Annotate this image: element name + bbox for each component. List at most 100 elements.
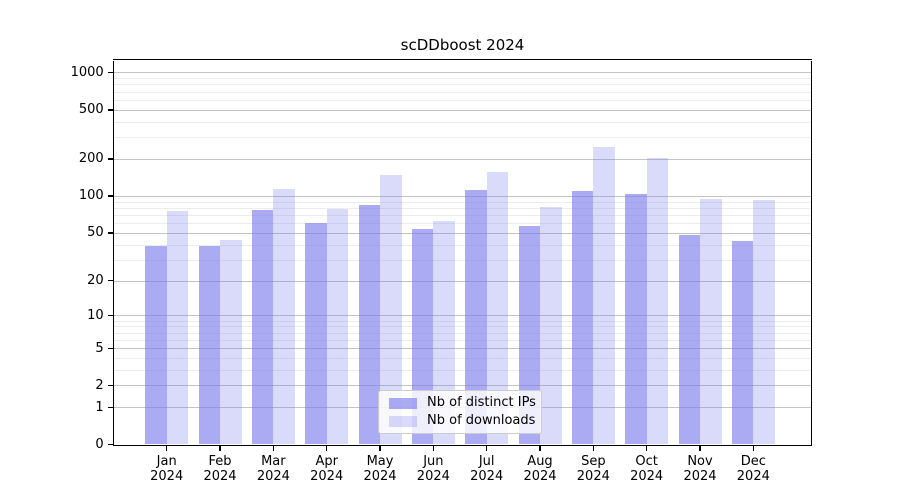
y-tick-label: 0: [95, 437, 104, 452]
x-tick-label: Jan 2024: [150, 453, 184, 484]
y-tick-label: 2: [95, 377, 104, 393]
x-tick-mark: [592, 445, 595, 451]
major-gridline: [114, 348, 811, 349]
x-tick-mark: [379, 445, 381, 451]
bar-distinct-ips: [465, 189, 487, 445]
x-tick-label: Aug 2024: [523, 453, 557, 484]
minor-gridline: [114, 78, 811, 80]
bar-downloads: [220, 239, 242, 445]
y-tick-label: 5: [95, 340, 104, 356]
major-gridline: [114, 195, 811, 197]
bar-distinct-ips: [571, 190, 594, 445]
x-tick-label: Feb 2024: [203, 453, 237, 484]
x-tick-mark: [326, 445, 328, 451]
bar-downloads: [166, 210, 189, 445]
x-tick-label: Oct 2024: [630, 453, 664, 484]
y-tick-mark: [107, 158, 113, 160]
minor-gridline: [114, 214, 811, 216]
bar-downloads: [273, 188, 295, 445]
y-tick-mark: [107, 232, 113, 234]
bar-distinct-ips: [625, 194, 647, 445]
bar-distinct-ips: [198, 245, 221, 445]
x-tick-label: Jun 2024: [416, 453, 450, 484]
minor-gridline: [114, 259, 811, 261]
legend-swatch-downloads-icon: [389, 415, 417, 427]
minor-gridline: [114, 339, 811, 341]
minor-gridline: [114, 357, 811, 359]
bar-downloads: [753, 200, 775, 445]
bar-downloads: [326, 208, 349, 445]
minor-gridline: [114, 201, 811, 203]
bar-distinct-ips: [145, 245, 167, 445]
minor-gridline: [114, 369, 811, 371]
bar-downloads: [700, 199, 722, 445]
minor-gridline: [114, 207, 811, 209]
y-tick-label: 1: [95, 399, 104, 415]
y-tick-label: 100: [78, 188, 104, 204]
legend-label-downloads: Nb of downloads: [427, 413, 536, 428]
x-tick-label: Sep 2024: [576, 453, 610, 484]
bar-distinct-ips: [678, 234, 700, 445]
y-tick-mark: [107, 280, 113, 282]
x-tick-label: Mar 2024: [256, 453, 290, 484]
y-tick-mark: [107, 406, 113, 408]
right-spine: [811, 60, 813, 446]
major-gridline: [114, 385, 811, 387]
bar-distinct-ips: [358, 205, 381, 445]
legend-label-distinct-ips: Nb of distinct IPs: [427, 395, 536, 410]
chart-title: scDDboost 2024: [400, 36, 525, 54]
major-gridline: [114, 280, 811, 282]
major-gridline: [114, 232, 811, 234]
legend-swatch-distinct-ips-icon: [389, 397, 417, 409]
minor-gridline: [114, 332, 811, 334]
top-spine: [112, 59, 813, 61]
y-tick-label: 200: [78, 151, 104, 167]
x-tick-mark: [166, 445, 168, 451]
bar-distinct-ips: [305, 223, 327, 445]
bottom-spine: [112, 444, 813, 446]
y-tick-label: 20: [87, 273, 104, 289]
x-tick-mark: [539, 445, 541, 451]
legend-item-downloads: Nb of downloads: [379, 414, 541, 428]
y-tick-mark: [107, 444, 113, 446]
minor-gridline: [114, 223, 811, 225]
bar-distinct-ips: [411, 228, 434, 445]
major-gridline: [114, 72, 811, 74]
y-tick-label: 500: [78, 102, 104, 118]
bar-downloads: [433, 220, 455, 445]
y-tick-mark: [107, 314, 113, 317]
minor-gridline: [114, 84, 811, 86]
major-gridline: [114, 407, 811, 409]
minor-gridline: [114, 99, 811, 101]
x-tick-mark: [272, 445, 275, 451]
x-tick-mark: [219, 445, 221, 451]
bar-distinct-ips: [251, 209, 274, 445]
y-tick-mark: [107, 71, 113, 74]
minor-gridline: [114, 137, 811, 139]
y-tick-label: 10: [87, 307, 104, 323]
minor-gridline: [114, 91, 811, 93]
legend-item-distinct-ips: Nb of distinct IPs: [379, 396, 541, 410]
bar-downloads: [593, 146, 615, 445]
x-tick-label: Nov 2024: [683, 453, 717, 484]
x-tick-mark: [699, 445, 701, 451]
x-tick-mark: [432, 445, 435, 451]
x-tick-mark: [486, 445, 488, 451]
y-tick-mark: [107, 195, 113, 197]
y-tick-mark: [107, 347, 113, 349]
bar-distinct-ips: [518, 225, 540, 445]
bar-distinct-ips: [731, 240, 754, 445]
x-tick-label: Jul 2024: [470, 453, 504, 484]
y-tick-mark: [107, 109, 113, 111]
legend: Nb of distinct IPs Nb of downloads: [378, 390, 542, 434]
minor-gridline: [114, 320, 811, 322]
y-tick-label: 50: [87, 225, 104, 241]
y-tick-label: 1000: [70, 64, 104, 80]
major-gridline: [114, 158, 811, 160]
x-tick-label: Dec 2024: [736, 453, 770, 484]
